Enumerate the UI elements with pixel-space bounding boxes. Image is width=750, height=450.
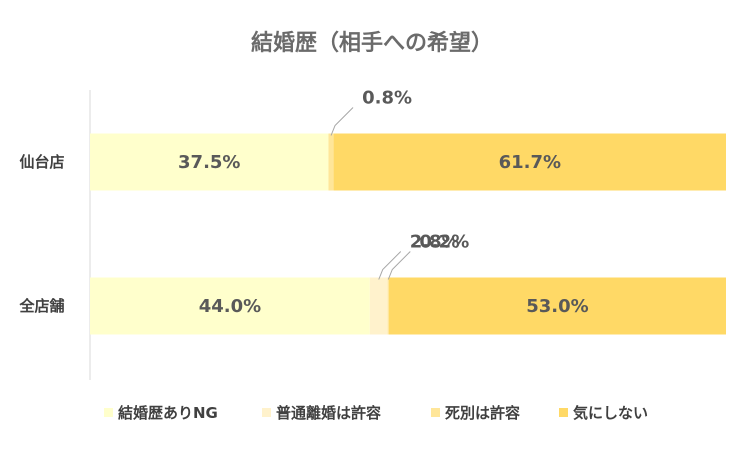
legend-swatch: [431, 408, 440, 417]
data-label: 37.5%: [178, 152, 240, 173]
bar-segment: [388, 277, 726, 335]
data-label: 53.0%: [526, 296, 588, 317]
bar-segment: [90, 133, 329, 191]
data-label: 44.0%: [199, 296, 261, 317]
legend-swatch: [104, 408, 113, 417]
chart-title: 結婚歴（相手への希望）: [251, 30, 493, 56]
bar-segment: [333, 133, 726, 191]
legend: 結婚歴ありNG 普通離婚は許容 死別は許容 気にしない: [104, 404, 648, 422]
category-label: 全店舗: [18, 297, 64, 315]
leader-line: [330, 107, 354, 136]
bar-segment: [328, 133, 334, 191]
data-label: 2.8%: [410, 232, 460, 253]
category-label: 仙台店: [19, 153, 64, 171]
leader-line: [387, 251, 411, 280]
legend-label: 結婚歴ありNG: [118, 404, 218, 422]
data-label: 0.8%: [362, 88, 412, 109]
legend-swatch: [262, 408, 271, 417]
bar-segment: [90, 277, 370, 335]
legend-label: 気にしない: [573, 404, 648, 422]
leader-line: [378, 251, 402, 280]
data-labels: 37.5% 0.8% 61.7% 44.0% 2.8%0.2% 53.0%: [178, 88, 589, 318]
bars: [90, 133, 726, 335]
data-label: 61.7%: [499, 152, 561, 173]
bar-segment: [387, 277, 389, 335]
legend-label: 普通離婚は許容: [276, 404, 381, 422]
data-label: 0.2%: [419, 232, 469, 253]
legend-label: 死別は許容: [445, 404, 520, 422]
bar-segment: [369, 277, 388, 335]
legend-swatch: [559, 408, 568, 417]
